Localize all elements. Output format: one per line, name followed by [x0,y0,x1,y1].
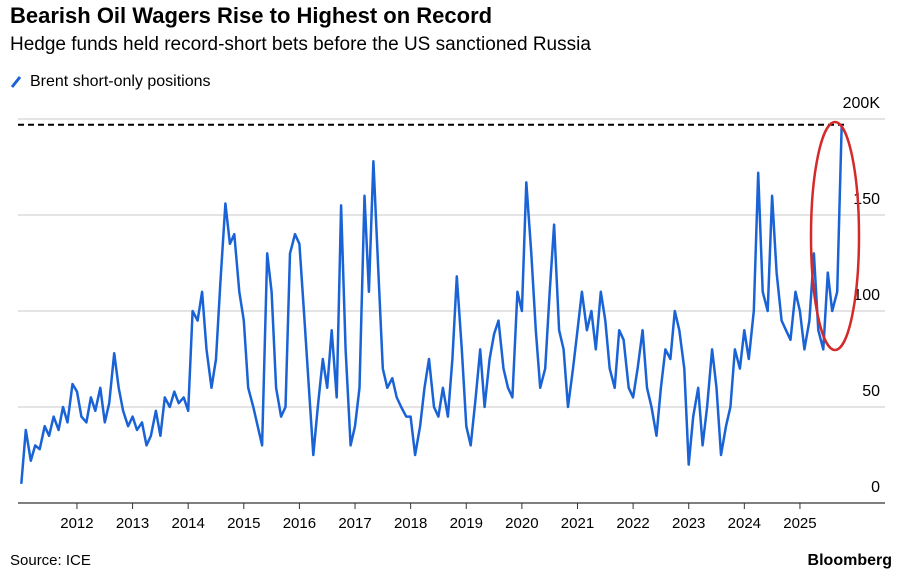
legend-swatch [10,76,22,88]
x-tick-label: 2022 [616,515,649,532]
x-tick-label: 2017 [338,515,371,532]
x-tick-label: 2014 [171,515,204,532]
x-tick-label: 2019 [450,515,483,532]
legend-label: Brent short-only positions [30,73,211,90]
plot: 0 50 100 150 200K 2012 2013 2014 2015 2016 2017 201… [18,95,885,532]
y-tick-label: 200K [843,95,881,112]
y-tick-label: 50 [862,383,880,400]
highlight-ellipse [809,120,861,352]
chart-subtitle: Hedge funds held record-short bets befor… [10,34,591,55]
x-tick-label: 2018 [394,515,427,532]
x-tick-label: 2023 [672,515,705,532]
x-tick-label: 2020 [505,515,538,532]
y-tick-label: 0 [871,479,880,496]
source: Source: ICE [10,552,91,569]
x-tick-label: 2015 [227,515,260,532]
series-line [20,124,843,484]
y-tick-label: 150 [853,191,880,208]
brand: Bloomberg [808,552,892,569]
x-tick-label: 2025 [783,515,816,532]
y-tick-label: 100 [853,287,880,304]
x-tick-label: 2024 [728,515,761,532]
x-tick-label: 2021 [561,515,594,532]
x-tick-label: 2012 [60,515,93,532]
x-tick-label: 2013 [116,515,149,532]
x-tick-label: 2016 [283,515,316,532]
chart-title: Bearish Oil Wagers Rise to Highest on Re… [10,3,492,28]
